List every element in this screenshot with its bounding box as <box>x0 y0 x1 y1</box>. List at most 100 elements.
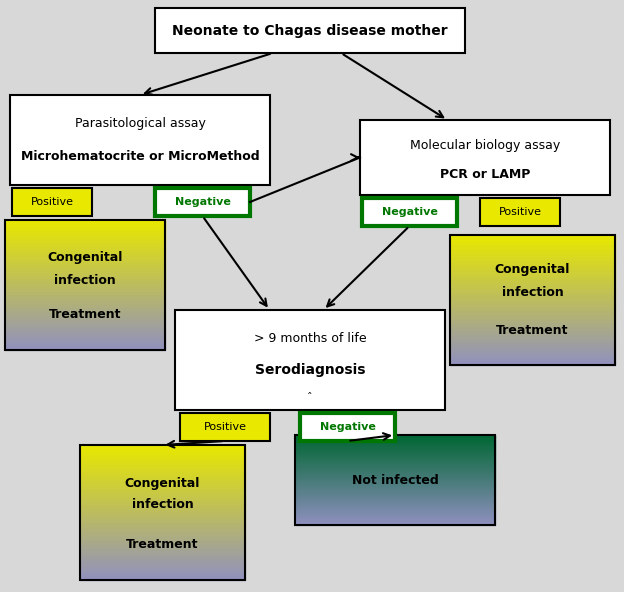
Bar <box>295 446 495 448</box>
Bar <box>80 452 245 453</box>
Bar <box>5 271 165 272</box>
Bar <box>80 504 245 506</box>
Bar <box>295 485 495 487</box>
Bar <box>295 460 495 461</box>
Bar <box>80 474 245 475</box>
Bar <box>295 459 495 460</box>
Bar <box>80 568 245 570</box>
Bar <box>5 244 165 246</box>
Bar <box>450 294 615 295</box>
Bar <box>295 501 495 503</box>
Bar <box>80 535 245 536</box>
Bar <box>5 339 165 340</box>
Bar <box>5 310 165 311</box>
Bar <box>295 450 495 451</box>
Bar <box>5 334 165 336</box>
Bar <box>450 240 615 242</box>
Bar <box>5 262 165 264</box>
Bar <box>295 473 495 474</box>
Bar <box>295 481 495 482</box>
Bar <box>80 567 245 568</box>
Bar <box>450 272 615 274</box>
Bar <box>295 498 495 499</box>
Bar <box>80 514 245 516</box>
Bar <box>80 541 245 543</box>
Bar <box>80 453 245 455</box>
Bar <box>450 297 615 298</box>
Bar <box>5 332 165 334</box>
Bar <box>5 300 165 301</box>
Bar <box>5 343 165 345</box>
Bar <box>450 349 615 350</box>
Bar <box>5 287 165 288</box>
Bar <box>450 277 615 279</box>
Bar <box>80 551 245 553</box>
Bar <box>295 435 495 436</box>
Bar <box>295 487 495 488</box>
Bar <box>295 499 495 500</box>
Text: Treatment: Treatment <box>126 539 199 552</box>
Bar <box>295 453 495 454</box>
Bar <box>80 507 245 509</box>
Bar <box>295 520 495 522</box>
Bar <box>300 413 395 441</box>
Bar <box>80 570 245 571</box>
Bar <box>295 496 495 497</box>
Bar <box>450 313 615 314</box>
Bar <box>450 251 615 253</box>
Bar <box>450 359 615 360</box>
Bar <box>5 306 165 308</box>
Bar <box>295 469 495 470</box>
Bar <box>5 327 165 329</box>
Bar <box>80 484 245 485</box>
Bar <box>5 282 165 284</box>
Bar <box>295 448 495 449</box>
Bar <box>5 295 165 297</box>
Bar <box>80 464 245 465</box>
Bar <box>450 250 615 251</box>
Bar <box>5 316 165 317</box>
Bar <box>295 508 495 509</box>
Bar <box>180 413 270 441</box>
Bar <box>5 220 165 350</box>
Bar <box>80 521 245 523</box>
Bar <box>295 513 495 514</box>
Bar <box>450 302 615 303</box>
Bar <box>5 324 165 326</box>
Text: Positive: Positive <box>203 422 246 432</box>
Bar <box>450 329 615 331</box>
Bar <box>360 120 610 195</box>
Bar <box>80 565 245 567</box>
Bar <box>5 265 165 267</box>
Bar <box>5 234 165 236</box>
Bar <box>5 330 165 332</box>
Text: Congenital: Congenital <box>125 477 200 490</box>
Bar <box>295 507 495 508</box>
Bar <box>450 305 615 307</box>
Bar <box>5 236 165 238</box>
Bar <box>5 348 165 350</box>
Bar <box>450 292 615 294</box>
Bar <box>295 455 495 456</box>
Bar <box>80 548 245 549</box>
Bar <box>450 323 615 324</box>
Bar <box>295 519 495 520</box>
Bar <box>12 188 92 216</box>
Bar <box>5 238 165 240</box>
Bar <box>80 513 245 514</box>
Bar <box>295 451 495 452</box>
Bar <box>80 560 245 561</box>
Bar <box>5 345 165 347</box>
Bar <box>80 519 245 521</box>
Bar <box>450 289 615 290</box>
Bar <box>80 489 245 491</box>
Bar <box>295 506 495 507</box>
Bar <box>450 281 615 282</box>
Text: PCR or LAMP: PCR or LAMP <box>440 169 530 182</box>
Bar <box>5 285 165 287</box>
Bar <box>295 493 495 494</box>
Bar <box>80 555 245 556</box>
Bar <box>295 490 495 491</box>
Bar <box>450 308 615 310</box>
Bar <box>450 298 615 300</box>
